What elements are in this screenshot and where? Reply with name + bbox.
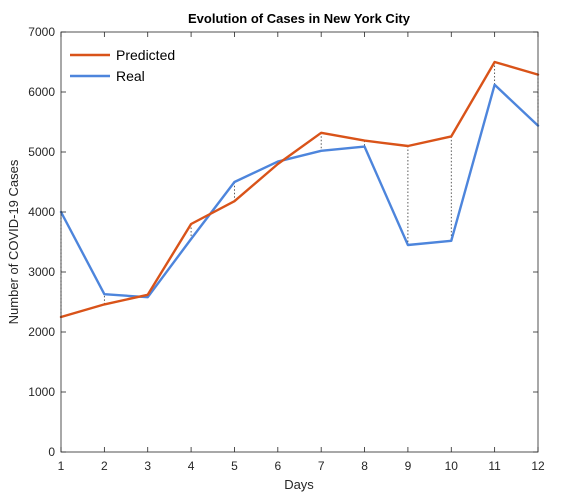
x-tick-label: 4 [188,459,195,473]
y-tick-label: 5000 [28,145,55,159]
x-tick-label: 8 [361,459,368,473]
x-tick-label: 11 [488,459,501,473]
x-tick-label: 1 [58,459,65,473]
y-tick-label: 7000 [28,25,55,39]
y-tick-label: 3000 [28,265,55,279]
x-tick-label: 5 [231,459,238,473]
x-tick-label: 7 [318,459,325,473]
legend-label-predicted: Predicted [116,47,175,63]
axes: 1 2 3 4 5 6 7 8 9 10 11 120100020003000400050006000… [28,25,545,473]
axes-box [60,31,539,453]
y-tick-label: 1000 [28,385,55,399]
y-axis-label: Number of COVID-19 Cases [6,159,21,324]
y-tick-label: 6000 [28,85,55,99]
series-layer [59,60,540,319]
chart-title: Evolution of Cases in New York City [188,11,411,26]
y-tick-label: 4000 [28,205,55,219]
x-tick-label: 3 [144,459,151,473]
series-line-predicted [59,60,540,319]
x-tick-label: 2 [101,459,108,473]
x-tick-label: 12 [531,459,545,473]
x-tick-label: 9 [405,459,412,473]
legend: Predicted Real [70,47,175,84]
plot-area [61,32,538,452]
x-tick-label: 10 [445,459,459,473]
y-tick-label: 2000 [28,325,55,339]
y-tick-label: 0 [48,445,55,459]
x-tick-label: 6 [274,459,281,473]
legend-label-real: Real [116,68,145,84]
x-axis-label: Days [284,477,314,492]
